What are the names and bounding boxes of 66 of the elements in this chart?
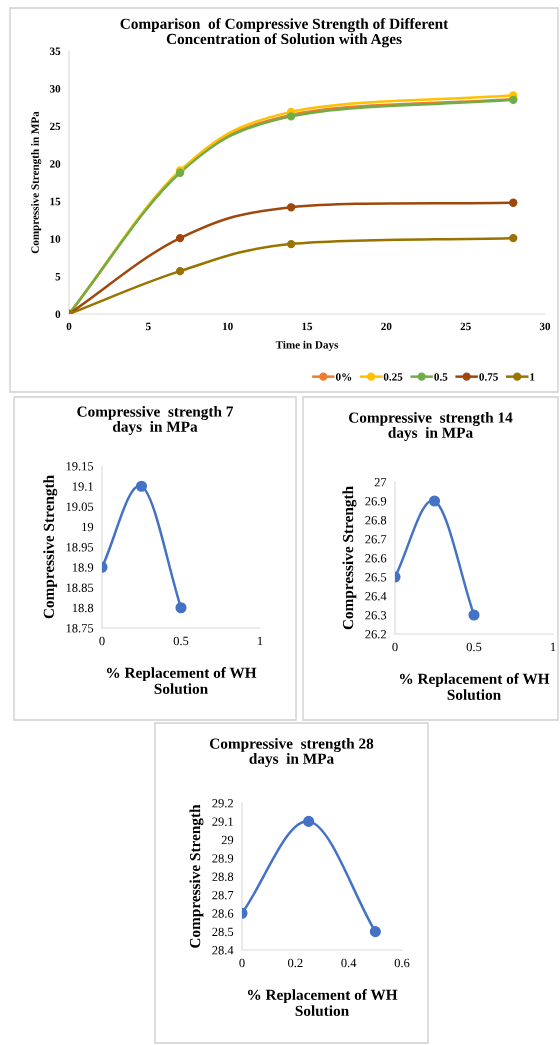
y-tick-label: 19.15 — [66, 462, 94, 471]
x-tick-label: 0.2 — [288, 958, 303, 968]
chart-title: Compressive strength 14 days in MPa — [348, 412, 513, 441]
y-tick-label: 35 — [49, 47, 61, 55]
y-tick-label: 18.85 — [66, 583, 94, 593]
x-axis-title: % Replacement of WH Solution — [399, 673, 550, 701]
x-tick-label: 0 — [99, 636, 105, 646]
y-tick-label: 10 — [50, 235, 61, 243]
x-tick-label: 5 — [146, 322, 151, 331]
y-axis-title: Compressive Strength — [342, 486, 357, 630]
legend-label: 0.25 — [383, 373, 403, 381]
x-tick-label: 0 — [239, 958, 245, 968]
chart-title: Compressive strength 28 days in MPa — [209, 738, 374, 767]
x-axis-title: % Replacement of WH Solution — [247, 989, 398, 1017]
x-tick-label: 0.6 — [394, 958, 410, 968]
y-tick-label: 18.95 — [66, 543, 94, 552]
y-tick-label: 30 — [49, 85, 61, 93]
y-axis-title: Compressive Strength — [43, 475, 58, 619]
y-tick-label: 26.6 — [365, 554, 387, 563]
x-tick-label: 15 — [302, 322, 313, 331]
y-tick-label: 26.4 — [365, 592, 387, 601]
chart-title: Comparison of Compressive Strength of Different Concentration of Solution with Ages — [120, 18, 449, 48]
y-tick-label: 27 — [374, 478, 387, 487]
legend-label: 1 — [530, 373, 535, 381]
y-tick-label: 26.5 — [365, 573, 387, 582]
y-tick-label: 26.8 — [365, 516, 387, 525]
x-tick-label: 30 — [539, 322, 551, 331]
y-axis-title: Compressive Strength in MPa — [31, 111, 42, 254]
x-tick-label: 0.5 — [173, 636, 189, 646]
x-tick-label: 1 — [550, 642, 556, 652]
y-tick-label: 29 — [221, 835, 234, 845]
y-tick-label: 18.8 — [72, 603, 94, 613]
y-tick-label: 29.1 — [212, 817, 233, 826]
x-axis-title: % Replacement of WH Solution — [106, 667, 257, 695]
legend-label: 0% — [335, 373, 352, 381]
x-axis-title: Time in Days — [275, 340, 339, 351]
y-tick-label: 19.1 — [72, 482, 93, 491]
y-tick-label: 26.3 — [365, 611, 387, 620]
y-tick-label: 0 — [55, 310, 61, 318]
y-tick-label: 26.9 — [365, 497, 387, 506]
x-tick-label: 0 — [392, 642, 398, 652]
y-axis-title: Compressive Strength — [189, 804, 204, 948]
x-tick-label: 25 — [460, 322, 471, 331]
y-tick-label: 26.2 — [365, 630, 386, 639]
legend-label: 0.5 — [434, 373, 448, 381]
chart-title: Compressive strength 7 days in MPa — [77, 406, 234, 435]
y-tick-label: 19.05 — [66, 502, 94, 512]
legend-label: 0.75 — [479, 373, 498, 381]
y-tick-label: 15 — [50, 197, 61, 206]
y-tick-label: 28.6 — [212, 909, 234, 918]
x-tick-label: 0.4 — [341, 958, 357, 968]
x-tick-label: 0.5 — [466, 642, 482, 652]
y-tick-label: 19 — [82, 522, 94, 532]
y-tick-label: 18.75 — [66, 624, 94, 633]
y-tick-label: 29.2 — [212, 799, 233, 808]
y-tick-label: 28.4 — [212, 946, 234, 955]
y-tick-label: 28.7 — [212, 890, 234, 900]
y-tick-label: 25 — [50, 122, 61, 131]
y-tick-label: 26.7 — [365, 535, 387, 544]
y-tick-label: 18.9 — [72, 563, 94, 572]
x-tick-label: 1 — [257, 636, 263, 646]
y-tick-label: 28.5 — [212, 927, 234, 937]
y-tick-label: 20 — [50, 160, 61, 168]
y-tick-label: 28.8 — [212, 872, 234, 882]
y-tick-label: 28.9 — [212, 854, 234, 863]
y-tick-label: 5 — [55, 273, 61, 281]
